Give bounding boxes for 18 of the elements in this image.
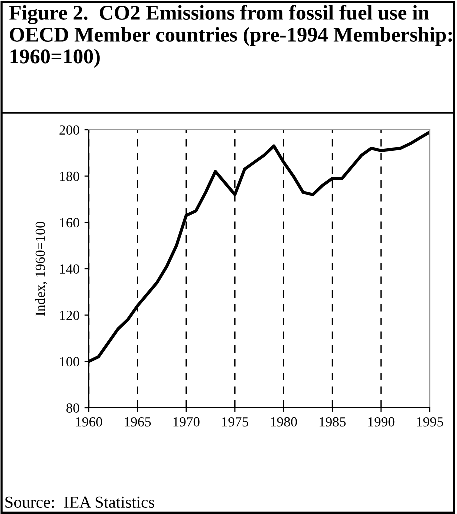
- x-tick-label: 1960: [76, 417, 102, 427]
- y-tick-label: 140: [60, 264, 80, 274]
- x-tick-label: 1965: [125, 417, 152, 427]
- x-tick-label: 1980: [271, 417, 298, 427]
- y-tick-label: 80: [66, 404, 80, 413]
- y-tick-label: 180: [60, 172, 80, 182]
- y-tick-label: 200: [60, 126, 80, 135]
- x-tick-label: 1990: [368, 417, 395, 427]
- x-tick-label: 1970: [174, 417, 200, 427]
- x-tick-label: 1975: [222, 417, 248, 427]
- x-tick-label: 1985: [320, 417, 346, 427]
- source-note: Source: IEA Statistics: [6, 496, 154, 508]
- x-tick-label: 1995: [417, 417, 444, 427]
- y-tick-label: 100: [60, 357, 80, 367]
- y-axis-title: Index, 1960=100: [35, 222, 48, 316]
- y-tick-label: 160: [60, 218, 80, 228]
- chart-title: Figure 2. CO2 Emissions from fossil fuel use in OECD Member countries (pre-1994 Membership: 1960=100): [9, 5, 452, 68]
- y-tick-label: 120: [60, 310, 80, 320]
